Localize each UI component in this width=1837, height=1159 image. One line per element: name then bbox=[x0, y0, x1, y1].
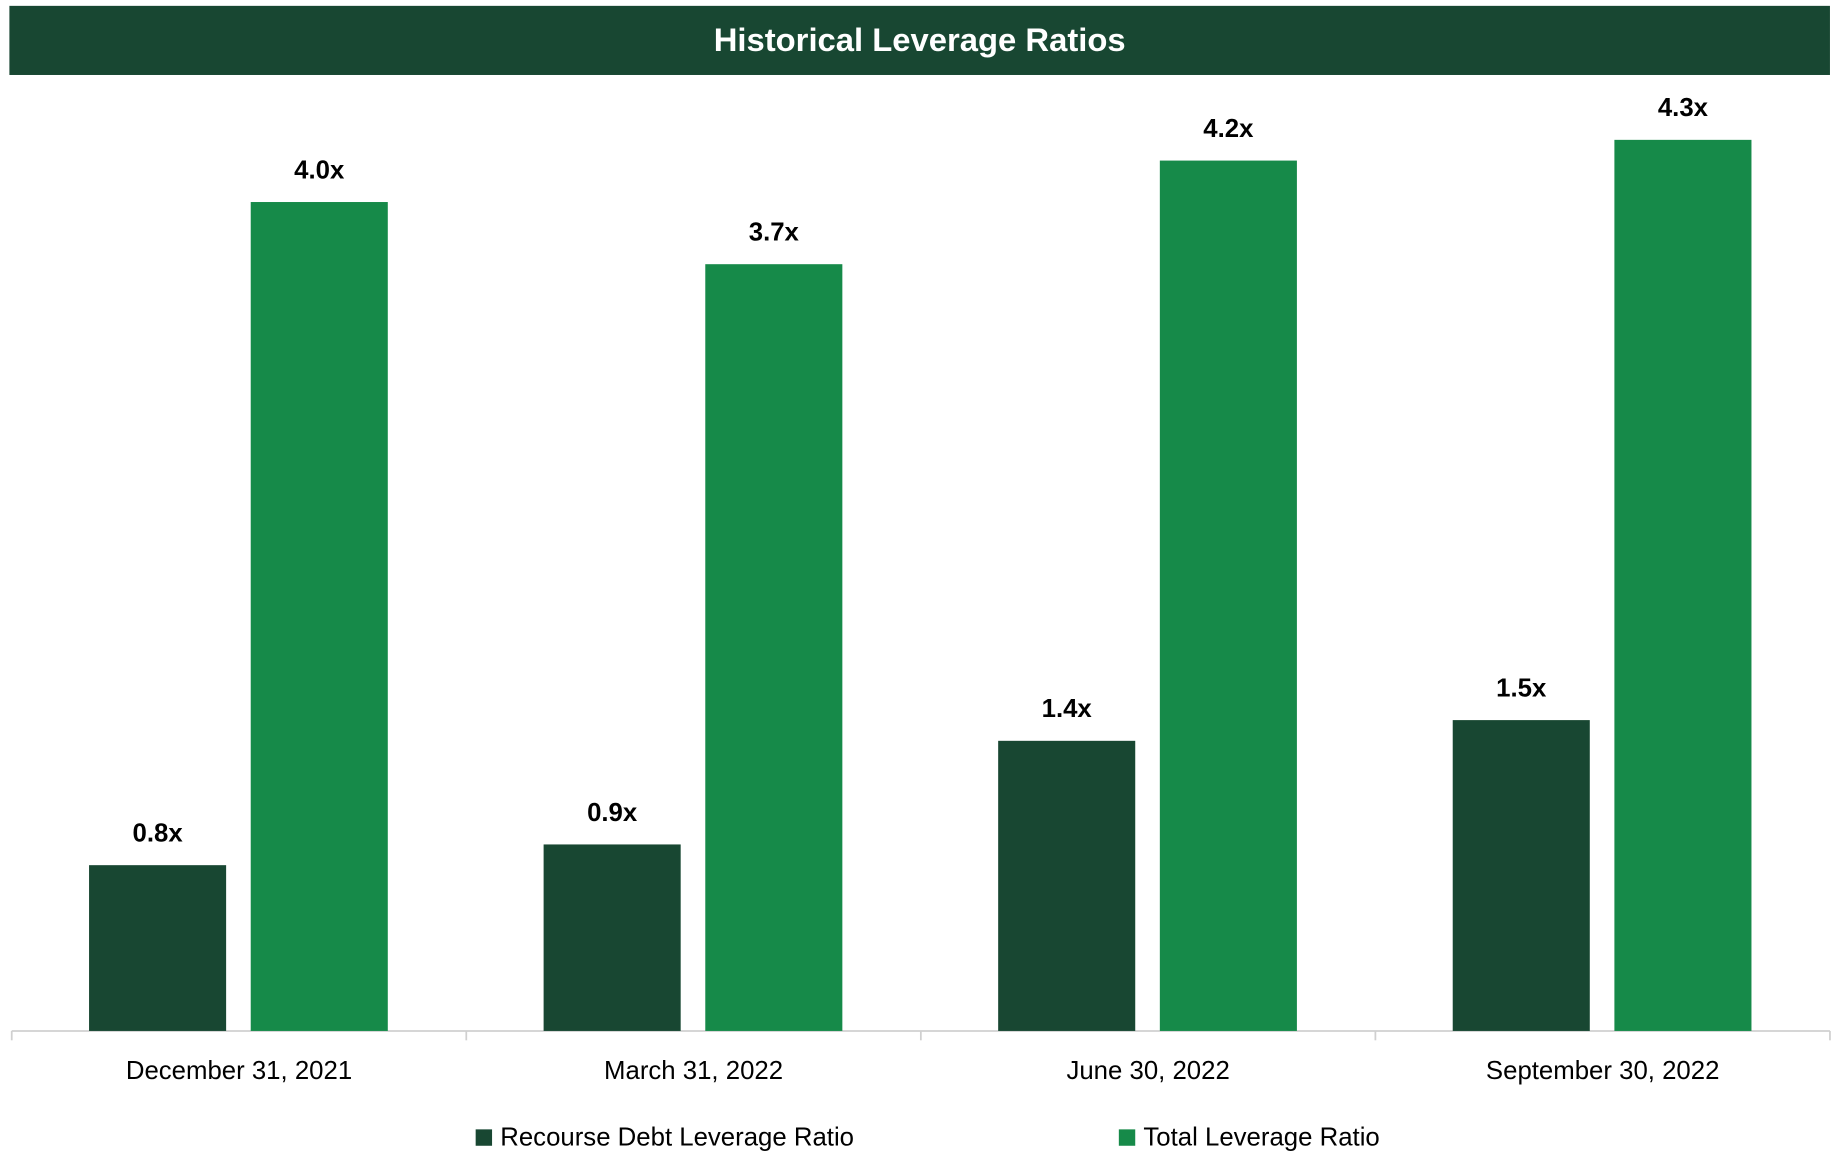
bar bbox=[1159, 160, 1297, 1031]
x-tick-label: September 30, 2022 bbox=[1486, 1057, 1719, 1085]
bar bbox=[998, 740, 1136, 1031]
bar bbox=[543, 844, 681, 1031]
bar bbox=[250, 202, 388, 1031]
x-tick-label: March 31, 2022 bbox=[604, 1057, 783, 1085]
value-label: 4.3x bbox=[1658, 94, 1709, 122]
bar bbox=[1614, 139, 1752, 1031]
legend-label: Recourse Debt Leverage Ratio bbox=[500, 1124, 854, 1152]
value-label: 0.9x bbox=[587, 799, 638, 827]
value-label: 0.8x bbox=[133, 820, 184, 848]
bar bbox=[89, 865, 227, 1031]
value-label: 3.7x bbox=[749, 219, 800, 247]
legend-swatch bbox=[475, 1129, 493, 1146]
bar bbox=[705, 264, 843, 1031]
value-label: 4.0x bbox=[294, 156, 345, 184]
legend-swatch bbox=[1118, 1129, 1136, 1146]
value-label: 4.2x bbox=[1203, 115, 1254, 143]
x-tick-label: June 30, 2022 bbox=[1066, 1057, 1229, 1085]
x-tick-label: December 31, 2021 bbox=[126, 1057, 352, 1085]
title-bar bbox=[9, 5, 1830, 75]
value-label: 1.4x bbox=[1042, 695, 1093, 723]
legend-label: Total Leverage Ratio bbox=[1143, 1124, 1379, 1152]
chart-title: Historical Leverage Ratios bbox=[714, 21, 1126, 58]
bar bbox=[1452, 720, 1590, 1031]
value-label: 1.5x bbox=[1496, 674, 1547, 702]
